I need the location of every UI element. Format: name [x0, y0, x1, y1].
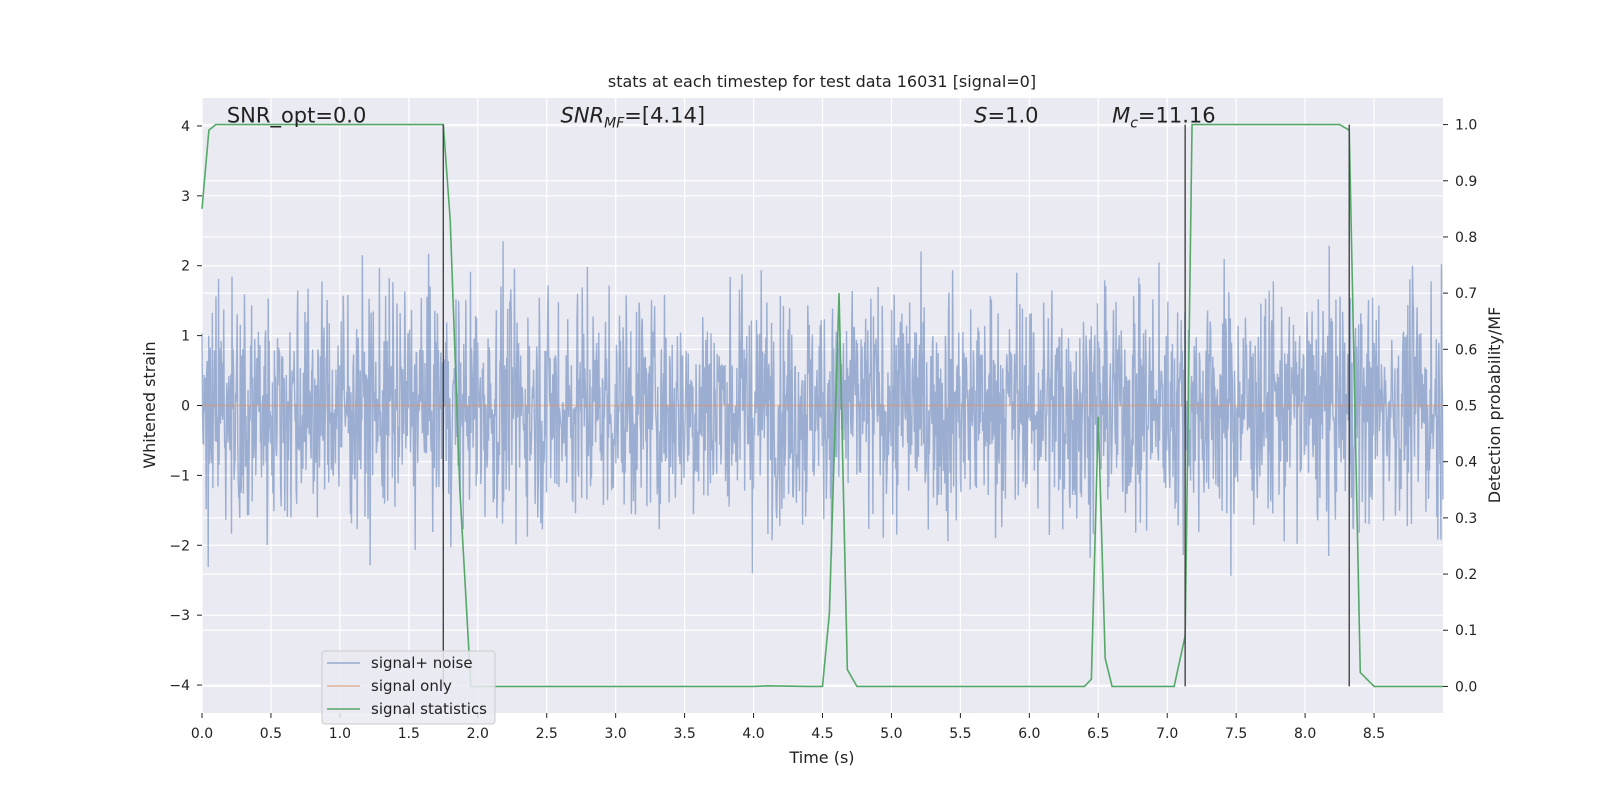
x-tick-label: 5.5 — [949, 726, 971, 742]
x-tick-label: 5.0 — [880, 726, 902, 742]
x-tick-label: 4.5 — [811, 726, 833, 742]
noise-series — [201, 241, 1444, 576]
x-tick-label: 7.0 — [1156, 726, 1178, 742]
y-right-tick-label: 0.8 — [1455, 230, 1477, 246]
x-tick-label: 0.5 — [260, 726, 282, 742]
chart-annotation: SNR_opt=0.0 — [227, 103, 367, 128]
series-lines — [201, 123, 1443, 688]
y-right-tick-label: 0.3 — [1455, 511, 1477, 527]
x-tick-label: 0.0 — [191, 726, 213, 742]
y-right-tick-label: 0.5 — [1455, 399, 1477, 415]
series-line-signal-statistics — [201, 123, 1443, 688]
y-left-tick-label: 4 — [181, 119, 190, 135]
legend-label-signal-noise: signal+ noise — [371, 654, 473, 672]
y-left-tick-label: 0 — [181, 399, 190, 415]
y-left-tick-label: 2 — [181, 259, 190, 275]
y-right-tick-label: 0.1 — [1455, 623, 1477, 639]
x-tick-label: 1.0 — [329, 726, 351, 742]
x-tick-label: 3.5 — [673, 726, 695, 742]
x-axis-label: Time (s) — [788, 748, 854, 767]
legend-label-signal-only: signal only — [371, 677, 452, 695]
y-right-tick-label: 0.4 — [1455, 455, 1477, 471]
vertical-marker-lines — [442, 124, 1350, 687]
y-right-tick-label: 0.7 — [1455, 286, 1477, 302]
chart-title: stats at each timestep for test data 160… — [608, 72, 1036, 91]
y-right-tick-label: 0.2 — [1455, 567, 1477, 583]
x-tick-label: 4.0 — [742, 726, 764, 742]
y-right-axis-label: Detection probability/MF — [1485, 307, 1504, 504]
x-tick-label: 8.0 — [1294, 726, 1316, 742]
x-tick-label: 2.5 — [536, 726, 558, 742]
x-tick-label: 2.0 — [467, 726, 489, 742]
x-tick-label: 3.0 — [605, 726, 627, 742]
series-line-signal-noise — [201, 241, 1444, 576]
chart-annotation: Mc=11.16 — [1112, 103, 1216, 131]
legend: signal+ noise signal only signal statist… — [321, 650, 496, 725]
chart-annotations: SNR_opt=0.0 SNRMF=[4.14] S=1.0 Mc=11.16 — [227, 103, 1216, 131]
y-left-axis-ticks: −4 −3 −2 −1 0 1 2 3 4 — [169, 119, 202, 694]
y-right-axis-ticks: 0.0 0.1 0.2 0.3 0.4 0.5 0.6 0.7 0.8 0.9 1.0 — [1443, 118, 1477, 695]
y-left-tick-label: 3 — [181, 189, 190, 205]
y-right-tick-label: 1.0 — [1455, 118, 1477, 134]
y-left-tick-label: −2 — [169, 538, 190, 554]
y-left-tick-label: −3 — [169, 608, 190, 624]
y-left-tick-label: −4 — [169, 678, 190, 694]
y-left-tick-label: −1 — [169, 468, 190, 484]
y-right-tick-label: 0.9 — [1455, 174, 1477, 190]
y-right-tick-label: 0.6 — [1455, 342, 1477, 358]
x-axis-ticks: 0.0 0.5 1.0 1.5 2.0 2.5 3.0 3.5 4.0 4.5 5.0 5.5 6.0 6… — [191, 713, 1385, 742]
y-right-tick-label: 0.0 — [1455, 679, 1477, 695]
x-tick-label: 6.5 — [1087, 726, 1109, 742]
y-left-tick-label: 1 — [181, 329, 190, 345]
legend-frame — [321, 650, 496, 725]
x-tick-label: 1.5 — [398, 726, 420, 742]
x-tick-label: 6.0 — [1018, 726, 1040, 742]
chart-annotation: SNRMF=[4.14] — [561, 103, 706, 131]
x-tick-label: 7.5 — [1225, 726, 1247, 742]
chart-annotation: S=1.0 — [974, 103, 1038, 127]
legend-label-signal-statistics: signal statistics — [371, 700, 487, 718]
y-left-axis-label: Whitened strain — [140, 341, 159, 468]
x-tick-label: 8.5 — [1363, 726, 1385, 742]
